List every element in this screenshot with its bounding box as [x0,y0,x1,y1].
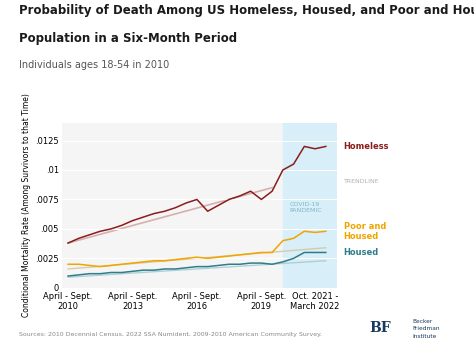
Text: BF: BF [370,321,392,335]
Text: Becker: Becker [412,319,433,324]
Text: Friedman: Friedman [412,326,440,331]
Text: Homeless: Homeless [344,142,389,151]
Text: Housed: Housed [344,248,379,257]
Text: Institute: Institute [412,334,437,339]
Text: COVID-19
PANDEMIC: COVID-19 PANDEMIC [289,202,322,213]
Text: Population in a Six-Month Period: Population in a Six-Month Period [19,32,237,45]
Text: Poor and
Housed: Poor and Housed [344,221,386,241]
Text: Probability of Death Among US Homeless, Housed, and Poor and Housed: Probability of Death Among US Homeless, … [19,4,474,16]
Bar [283,123,337,288]
Text: TRENDLINE: TRENDLINE [344,179,379,184]
Text: Sources: 2010 Decennial Census, 2022 SSA Numident, 2009-2010 American Community : Sources: 2010 Decennial Census, 2022 SSA… [19,332,322,337]
Y-axis label: Conditional Mortality Rate (Among Survivors to that Time): Conditional Mortality Rate (Among Surviv… [22,93,31,317]
Text: Individuals ages 18-54 in 2010: Individuals ages 18-54 in 2010 [19,60,169,69]
